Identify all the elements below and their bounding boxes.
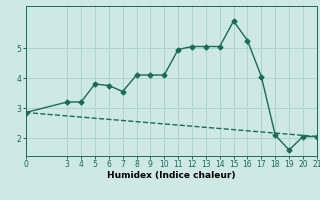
X-axis label: Humidex (Indice chaleur): Humidex (Indice chaleur) (107, 171, 236, 180)
